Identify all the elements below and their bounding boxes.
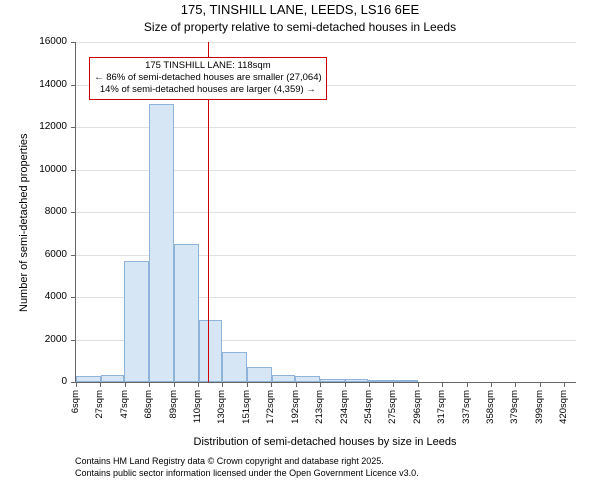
y-tick-label: 10000 — [39, 164, 67, 175]
x-tick-label: 89sqm — [168, 390, 179, 435]
x-tick — [100, 382, 101, 387]
chart-title-line2: Size of property relative to semi-detach… — [0, 20, 600, 34]
chart-title-line1: 175, TINSHILL LANE, LEEDS, LS16 6EE — [0, 2, 600, 17]
histogram-bar — [199, 320, 223, 382]
x-tick — [564, 382, 565, 387]
footer-line1: Contains HM Land Registry data © Crown c… — [75, 456, 384, 466]
x-tick — [296, 382, 297, 387]
x-tick — [198, 382, 199, 387]
histogram-bar — [222, 352, 247, 382]
x-tick-label: 234sqm — [339, 390, 350, 435]
x-tick-label: 172sqm — [265, 390, 276, 435]
chart-container: 175, TINSHILL LANE, LEEDS, LS16 6EE Size… — [0, 0, 600, 500]
x-tick-label: 6sqm — [70, 390, 81, 435]
x-tick — [271, 382, 272, 387]
x-tick — [540, 382, 541, 387]
y-tick — [71, 255, 76, 256]
y-tick-label: 12000 — [39, 121, 67, 132]
histogram-bar — [247, 367, 272, 382]
y-tick — [71, 127, 76, 128]
x-tick-label: 420sqm — [558, 390, 569, 435]
y-tick — [71, 42, 76, 43]
annotation-line: ← 86% of semi-detached houses are smalle… — [94, 72, 322, 84]
x-tick — [149, 382, 150, 387]
y-tick-label: 6000 — [45, 249, 67, 260]
y-tick-label: 4000 — [45, 291, 67, 302]
x-tick-label: 379sqm — [509, 390, 520, 435]
x-tick — [76, 382, 77, 387]
x-tick-label: 337sqm — [461, 390, 472, 435]
footer-line2: Contains public sector information licen… — [75, 468, 419, 478]
x-tick — [442, 382, 443, 387]
y-tick — [71, 170, 76, 171]
x-tick — [125, 382, 126, 387]
histogram-bar — [174, 244, 199, 382]
x-tick-label: 296sqm — [412, 390, 423, 435]
x-tick-label: 110sqm — [192, 390, 203, 435]
x-tick — [491, 382, 492, 387]
x-tick — [247, 382, 248, 387]
annotation-box: 175 TINSHILL LANE: 118sqm← 86% of semi-d… — [89, 57, 327, 100]
x-tick-label: 192sqm — [290, 390, 301, 435]
x-tick-label: 213sqm — [314, 390, 325, 435]
histogram-bar — [368, 380, 393, 382]
annotation-line: 175 TINSHILL LANE: 118sqm — [94, 60, 322, 72]
x-tick-label: 254sqm — [363, 390, 374, 435]
y-tick-label: 0 — [61, 376, 67, 387]
x-tick — [345, 382, 346, 387]
x-tick-label: 275sqm — [387, 390, 398, 435]
x-tick — [174, 382, 175, 387]
x-tick — [320, 382, 321, 387]
annotation-line: 14% of semi-detached houses are larger (… — [94, 84, 322, 96]
x-tick — [369, 382, 370, 387]
x-tick-label: 27sqm — [94, 390, 105, 435]
x-tick — [467, 382, 468, 387]
x-tick-label: 130sqm — [216, 390, 227, 435]
histogram-bar — [149, 104, 174, 382]
x-tick-label: 358sqm — [485, 390, 496, 435]
y-tick-label: 2000 — [45, 334, 67, 345]
histogram-bar — [295, 376, 320, 382]
y-tick-label: 16000 — [39, 36, 67, 47]
y-tick-label: 8000 — [45, 206, 67, 217]
x-tick-label: 399sqm — [534, 390, 545, 435]
y-tick — [71, 297, 76, 298]
y-tick-label: 14000 — [39, 79, 67, 90]
y-axis-label: Number of semi-detached properties — [18, 133, 30, 312]
x-tick-label: 317sqm — [436, 390, 447, 435]
x-tick-label: 47sqm — [119, 390, 130, 435]
x-tick-label: 151sqm — [241, 390, 252, 435]
y-tick — [71, 340, 76, 341]
y-tick — [71, 85, 76, 86]
histogram-bar — [272, 375, 296, 382]
x-tick — [393, 382, 394, 387]
histogram-bar — [393, 380, 418, 382]
x-tick-label: 68sqm — [143, 390, 154, 435]
x-tick — [222, 382, 223, 387]
histogram-bar — [345, 379, 369, 382]
y-tick — [71, 212, 76, 213]
histogram-bar — [76, 376, 101, 382]
histogram-bar — [124, 261, 149, 382]
x-axis-label: Distribution of semi-detached houses by … — [75, 436, 575, 448]
plot-area: 175 TINSHILL LANE: 118sqm← 86% of semi-d… — [75, 42, 576, 383]
x-tick — [418, 382, 419, 387]
x-tick — [515, 382, 516, 387]
histogram-bar — [320, 379, 345, 382]
histogram-bar — [101, 375, 125, 382]
gridline-h — [76, 42, 576, 43]
